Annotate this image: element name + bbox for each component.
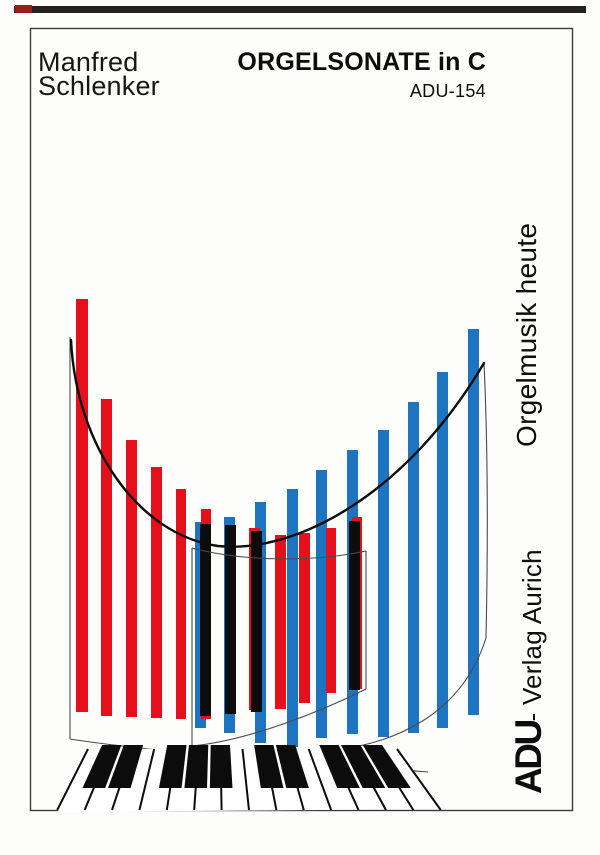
piano-black-key bbox=[107, 745, 144, 788]
piano-black-key bbox=[275, 745, 309, 788]
panel-outline bbox=[483, 362, 488, 639]
red-pipe-bar bbox=[101, 399, 112, 716]
blue-pipe-bar bbox=[378, 430, 389, 737]
piano-black-key bbox=[158, 745, 187, 788]
piano-black-key bbox=[82, 745, 122, 788]
publisher-vertical: ADU- Verlag Aurich bbox=[508, 549, 550, 794]
black-pipe-bar bbox=[225, 525, 236, 714]
publisher-name: - Verlag Aurich bbox=[517, 549, 547, 722]
piano-black-key bbox=[209, 745, 233, 788]
scan-red-mark bbox=[15, 5, 32, 13]
piano-black-key bbox=[362, 745, 411, 788]
white-key-separator bbox=[138, 748, 156, 811]
blue-pipe-bar bbox=[468, 329, 479, 715]
arc-curve bbox=[69, 338, 486, 548]
red-pipe-bar bbox=[275, 535, 286, 709]
red-pipe-bar bbox=[76, 299, 88, 712]
piano-black-key bbox=[319, 745, 360, 788]
black-pipe-bar bbox=[251, 531, 262, 712]
blue-pipe-bar bbox=[437, 372, 448, 728]
red-pipe-bar bbox=[151, 467, 162, 718]
piano-black-key bbox=[184, 745, 209, 788]
blue-pipe-bar bbox=[408, 402, 419, 733]
title-block: ORGELSONATE in C ADU-154 bbox=[120, 49, 486, 102]
white-key-separator bbox=[241, 748, 250, 811]
red-pipe-bar bbox=[176, 489, 186, 719]
white-key-separator bbox=[56, 748, 89, 811]
composer-name: Manfred Schlenker bbox=[38, 47, 160, 101]
scan-edge-strip bbox=[14, 6, 586, 13]
composer-first-name: Manfred bbox=[38, 47, 139, 77]
piano-black-key bbox=[341, 745, 386, 788]
panel-outline bbox=[191, 547, 367, 560]
black-pipe-bar bbox=[200, 524, 211, 716]
white-key-separator bbox=[307, 748, 333, 811]
panel-outline bbox=[191, 688, 367, 747]
red-pipe-bar bbox=[299, 533, 310, 703]
catalog-number: ADU-154 bbox=[409, 81, 486, 101]
blue-pipe-bar bbox=[316, 470, 327, 738]
work-title: ORGELSONATE in C bbox=[237, 48, 486, 76]
series-title-vertical: Orgelmusik heute bbox=[511, 222, 542, 447]
white-key-separator bbox=[396, 748, 442, 811]
red-pipe-bar bbox=[126, 440, 137, 717]
red-pipe-bar bbox=[326, 528, 336, 693]
composer-last-name: Schlenker bbox=[38, 71, 160, 101]
page-border bbox=[29, 27, 574, 812]
black-pipe-bar bbox=[349, 521, 360, 690]
publisher-logo: ADU bbox=[508, 721, 549, 794]
blue-pipe-bar bbox=[287, 489, 298, 747]
piano-black-key bbox=[254, 745, 284, 788]
